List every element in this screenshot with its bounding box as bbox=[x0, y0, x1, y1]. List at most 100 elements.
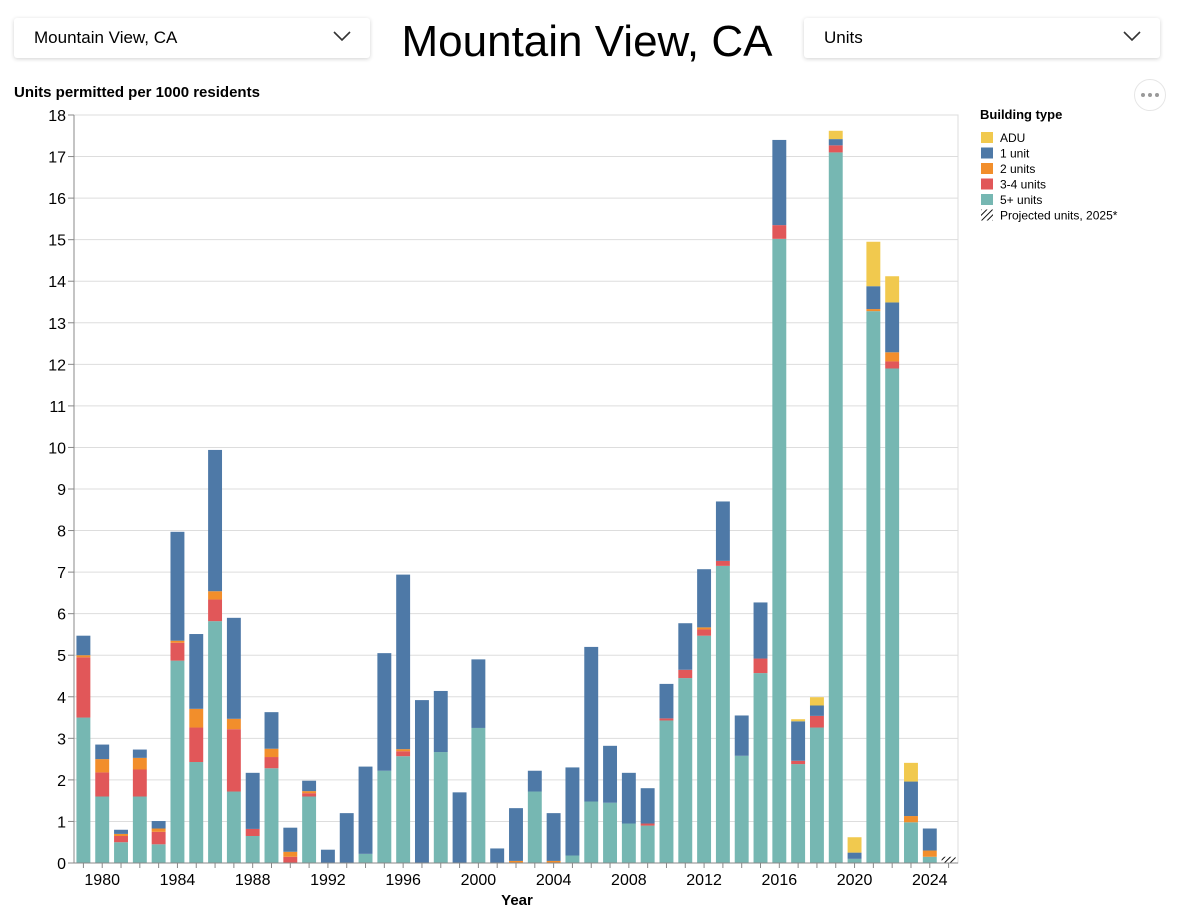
bar-segment-1-unit-2004 bbox=[546, 813, 561, 861]
bar-segment-adu-2020 bbox=[847, 837, 862, 853]
bar-segment-5-units-1981 bbox=[114, 842, 128, 863]
bar-segment-adu-2018 bbox=[809, 697, 824, 706]
y-tick-label: 6 bbox=[57, 607, 66, 624]
bar-segment-2-units-1986 bbox=[208, 591, 223, 600]
legend-swatch bbox=[981, 194, 993, 205]
x-tick-label: 1992 bbox=[310, 872, 346, 889]
bar-segment-5-units-1995 bbox=[377, 770, 392, 863]
bar-segment-1-unit-2001 bbox=[490, 848, 505, 863]
bar-segment-adu-2022 bbox=[885, 276, 900, 303]
legend-label: Projected units, 2025* bbox=[1000, 209, 1118, 223]
bar-segment-1-unit-1989 bbox=[264, 712, 279, 749]
bar-segment-1-unit-2006 bbox=[584, 646, 599, 802]
bar-segment-5-units-2008 bbox=[621, 823, 636, 863]
bar-segment-1-unit-2019 bbox=[828, 139, 843, 146]
bar-segment-5-units-2021 bbox=[866, 311, 881, 863]
city-select[interactable]: Mountain View, CA bbox=[14, 18, 370, 58]
bar-segment-1-unit-2011 bbox=[678, 623, 693, 670]
bar-segment-1-unit-2014 bbox=[734, 715, 749, 756]
x-tick-label: 1980 bbox=[84, 872, 120, 889]
bar-segment-2-units-2004 bbox=[546, 860, 561, 863]
bar-segment-3-4-units-2018 bbox=[809, 715, 824, 728]
bar-segment-1-unit-1984 bbox=[170, 531, 185, 641]
bar-segment-1-unit-1990 bbox=[283, 827, 298, 852]
y-tick-label: 9 bbox=[57, 482, 66, 499]
bar-segment-3-4-units-1991 bbox=[302, 793, 317, 797]
x-tick-label: 2000 bbox=[461, 872, 497, 889]
bar-segment-1-unit-2005 bbox=[565, 767, 580, 856]
bar-segment-adu-2021 bbox=[866, 241, 881, 287]
bar-segment-5-units-2022 bbox=[885, 368, 900, 863]
bar-segment-1-unit-2022 bbox=[885, 302, 900, 353]
bar-segment-1-unit-2000 bbox=[471, 659, 486, 728]
bar-segment-5-units-1980 bbox=[95, 796, 110, 863]
more-options-button[interactable] bbox=[1134, 79, 1166, 111]
bar-segment-1-unit-1987 bbox=[226, 617, 241, 719]
bar-segment-1-unit-1993 bbox=[339, 813, 354, 863]
bar-segment-1-unit-2021 bbox=[866, 286, 881, 310]
bar-segment-1-unit-2020 bbox=[847, 852, 862, 859]
bar-segment-1-unit-1983 bbox=[151, 821, 166, 829]
metric-select[interactable]: Units bbox=[804, 18, 1160, 58]
bar-segment-2-units-1980 bbox=[95, 759, 110, 773]
legend-swatch bbox=[981, 132, 993, 143]
ellipsis-icon bbox=[1141, 93, 1145, 97]
bar-segment-1-unit-2010 bbox=[659, 683, 674, 719]
bar-segment-3-4-units-1996 bbox=[396, 751, 411, 757]
bar-segment-2-units-2002 bbox=[509, 860, 523, 863]
chevron-down-icon bbox=[1123, 31, 1141, 42]
bar-segment-1-unit-1999 bbox=[452, 792, 467, 863]
bar-segment-3-4-units-2019 bbox=[828, 145, 843, 153]
bar-segment-2-units-1982 bbox=[132, 757, 147, 770]
bar-segment-2-units-1989 bbox=[264, 748, 279, 758]
x-tick-label: 1984 bbox=[160, 872, 196, 889]
legend-label: 3-4 units bbox=[1000, 178, 1046, 192]
bar-segment-1-unit-2012 bbox=[697, 569, 712, 628]
bar-segment-5-units-1987 bbox=[226, 791, 241, 863]
legend-label: 1 unit bbox=[1000, 147, 1030, 161]
y-tick-label: 8 bbox=[57, 524, 66, 541]
bar-segment-5-units-1984 bbox=[170, 660, 185, 863]
bar-segment-3-4-units-2009 bbox=[640, 823, 655, 826]
bar-segment-5-units-1988 bbox=[245, 835, 260, 863]
bar-segment-1-unit-1985 bbox=[189, 634, 204, 709]
bar-segment-3-4-units-2022 bbox=[885, 361, 900, 369]
bar-segment-2-units-1990 bbox=[283, 851, 298, 857]
bar-segment-5-units-1996 bbox=[396, 756, 411, 863]
legend-title: Building type bbox=[980, 107, 1062, 122]
bar-segment-5-units-2012 bbox=[697, 635, 712, 863]
legend-swatch bbox=[981, 178, 993, 190]
bar-segment-5-units-1994 bbox=[358, 853, 373, 863]
bar-segment-2-units-2022 bbox=[885, 352, 900, 362]
bar-segment-5-units-1989 bbox=[264, 768, 279, 863]
bar-segment-5-units-2011 bbox=[678, 678, 693, 863]
ellipsis-icon bbox=[1148, 93, 1152, 97]
bar-segment-3-4-units-1980 bbox=[95, 772, 110, 797]
bar-segment-1-unit-2016 bbox=[772, 139, 787, 226]
legend-label: 2 units bbox=[1000, 162, 1035, 176]
bar-segment-2-units-1983 bbox=[151, 828, 166, 832]
y-tick-label: 10 bbox=[48, 440, 66, 457]
stacked-bar-chart: Units permitted per 1000 residents 01234… bbox=[14, 84, 1118, 909]
bar-segment-5-units-2007 bbox=[603, 802, 618, 863]
x-tick-label: 1988 bbox=[235, 872, 271, 889]
gridlines bbox=[73, 114, 959, 864]
legend-swatch bbox=[981, 163, 993, 174]
bar-segment-adu-2023 bbox=[904, 762, 918, 782]
y-tick-label: 5 bbox=[57, 648, 66, 665]
y-tick-label: 14 bbox=[48, 274, 66, 291]
x-tick-label: 2008 bbox=[611, 872, 647, 889]
y-tick-label: 1 bbox=[57, 814, 66, 831]
bar-segment-5-units-1979 bbox=[76, 717, 91, 863]
bar-segment-3-4-units-2017 bbox=[791, 760, 806, 765]
bar-segment-1-unit-1992 bbox=[320, 849, 335, 863]
bar-segment-5-units-2018 bbox=[809, 727, 824, 863]
bar-segment-3-4-units-2012 bbox=[697, 629, 712, 636]
x-tick-label: 2004 bbox=[536, 872, 572, 889]
bar-segment-3-4-units-2013 bbox=[715, 560, 730, 566]
bar-segment-1-unit-2008 bbox=[621, 772, 636, 824]
bar-segment-2-units-1996 bbox=[396, 749, 411, 752]
bar-segment-1-unit-1994 bbox=[358, 766, 373, 854]
y-tick-label: 12 bbox=[48, 357, 66, 374]
